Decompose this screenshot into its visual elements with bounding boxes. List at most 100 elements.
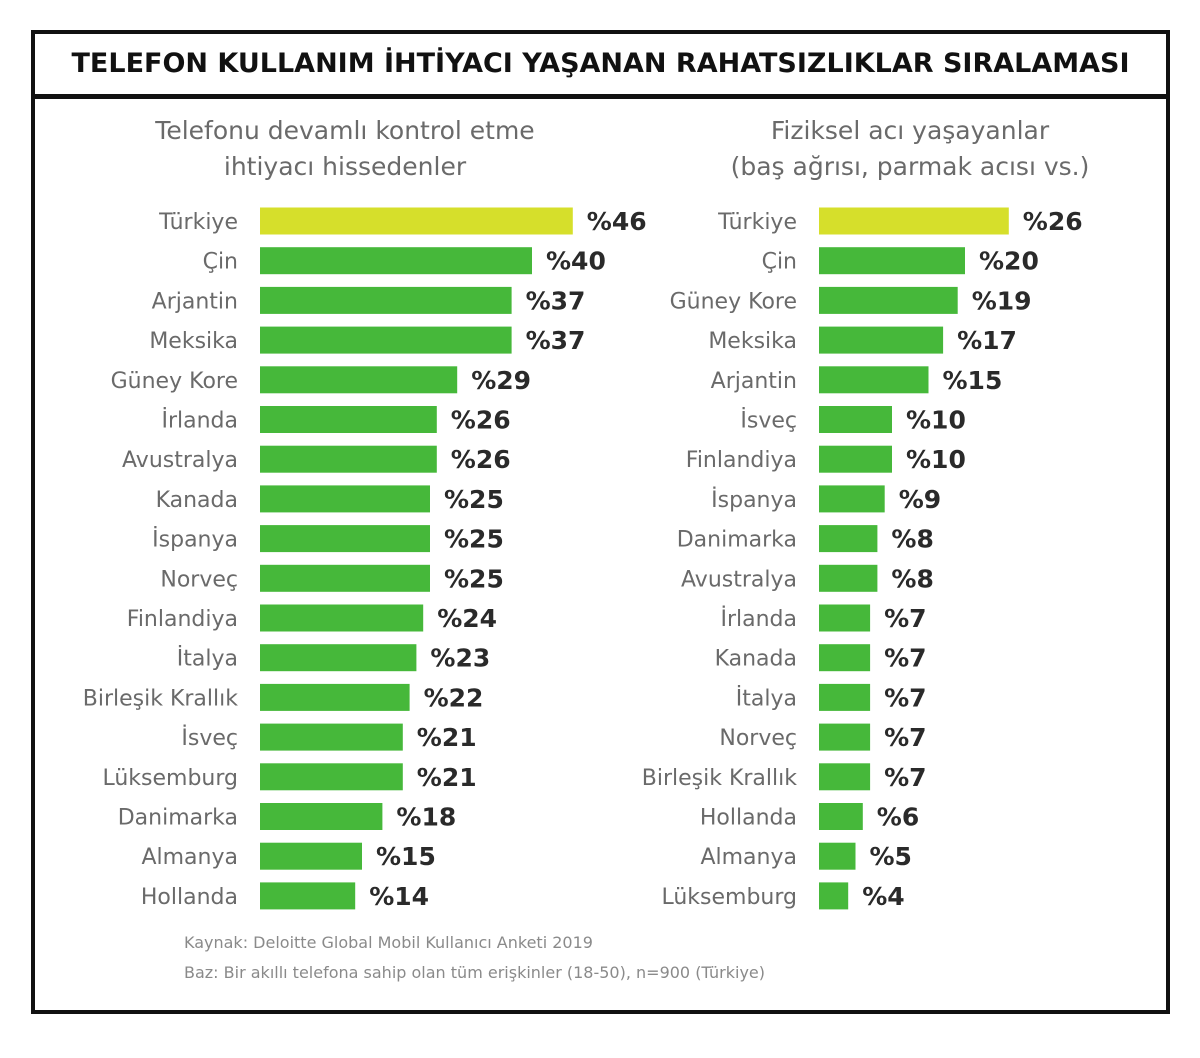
right-bar — [819, 406, 892, 433]
left-panel-title-line1: Telefonu devamlı kontrol etme — [155, 116, 535, 145]
right-value-label: %5 — [870, 842, 912, 871]
left-value-label: %40 — [546, 247, 606, 276]
left-value-label: %37 — [526, 326, 586, 355]
left-value-label: %29 — [471, 366, 531, 395]
chart-frame: TELEFON KULLANIM İHTİYACI YAŞANAN RAHATS… — [31, 30, 1170, 1014]
right-value-label: %7 — [884, 644, 926, 673]
right-bar — [819, 525, 878, 553]
right-category-label: Arjantin — [711, 369, 797, 394]
main-title: TELEFON KULLANIM İHTİYACI YAŞANAN RAHATS… — [71, 48, 1130, 79]
left-bar — [260, 485, 430, 513]
left-value-label: %21 — [417, 763, 477, 792]
left-bar — [260, 286, 512, 314]
right-value-label: %26 — [1023, 207, 1083, 236]
left-category-label: Meksika — [149, 329, 238, 354]
left-category-label: Kanada — [156, 488, 238, 513]
right-value-label: %7 — [884, 683, 926, 712]
left-bar — [260, 644, 417, 672]
right-value-label: %10 — [906, 445, 966, 474]
left-bar — [260, 525, 430, 553]
right-bar — [819, 803, 863, 830]
right-bar — [819, 564, 878, 592]
left-bar — [260, 842, 362, 870]
right-category-label: İsveç — [740, 408, 797, 434]
right-panel-title-line1: Fiziksel acı yaşayanlar — [770, 116, 1050, 145]
right-category-label: İrlanda — [720, 606, 797, 632]
right-bar — [819, 723, 871, 751]
left-bar — [260, 247, 532, 275]
left-bar — [260, 683, 410, 711]
left-panel-title: Telefonu devamlı kontrol etme ihtiyacı h… — [120, 113, 570, 185]
right-bar — [819, 882, 849, 910]
right-category-label: Avustralya — [681, 567, 797, 592]
left-value-label: %24 — [437, 604, 497, 633]
footnote-source: Kaynak: Deloitte Global Mobil Kullanıcı … — [184, 933, 593, 952]
left-bar — [260, 564, 430, 592]
right-category-label: Birleşik Krallık — [642, 766, 797, 791]
right-value-label: %7 — [884, 604, 926, 633]
left-bar — [260, 882, 356, 910]
left-category-label: Arjantin — [152, 289, 238, 314]
right-value-label: %4 — [862, 882, 904, 911]
right-bar — [819, 207, 1009, 235]
left-value-label: %14 — [369, 882, 429, 911]
left-value-label: %25 — [444, 525, 504, 554]
left-category-label: Türkiye — [158, 210, 238, 235]
right-value-label: %15 — [943, 366, 1003, 395]
right-value-label: %8 — [891, 525, 933, 554]
right-bar — [819, 683, 871, 711]
right-bar — [819, 763, 871, 791]
right-category-label: Lüksemburg — [661, 885, 797, 910]
right-bar — [819, 247, 965, 275]
left-value-label: %37 — [526, 286, 586, 315]
left-value-label: %15 — [376, 842, 436, 871]
right-value-label: %6 — [877, 803, 919, 832]
right-category-label: Hollanda — [700, 806, 797, 831]
right-category-label: Çin — [762, 250, 797, 275]
right-bar — [819, 644, 871, 672]
left-category-label: Danimarka — [118, 806, 238, 831]
right-category-label: İtalya — [736, 685, 797, 711]
right-value-label: %17 — [957, 326, 1017, 355]
right-bar — [819, 326, 944, 354]
right-bar — [819, 366, 929, 394]
left-value-label: %21 — [417, 723, 477, 752]
left-bar — [260, 326, 512, 354]
right-value-label: %20 — [979, 247, 1039, 276]
right-category-label: Türkiye — [717, 210, 797, 235]
left-value-label: %22 — [424, 683, 484, 712]
right-category-label: Finlandiya — [686, 448, 797, 473]
left-category-label: Hollanda — [141, 885, 238, 910]
left-category-label: Birleşik Krallık — [83, 686, 238, 711]
left-category-label: Lüksemburg — [102, 766, 238, 791]
left-category-label: İsveç — [181, 725, 238, 751]
left-bar — [260, 406, 437, 433]
right-category-label: Meksika — [708, 329, 797, 354]
right-bar — [819, 286, 958, 314]
right-bar — [819, 604, 871, 632]
right-value-label: %10 — [906, 406, 966, 435]
left-bar — [260, 207, 573, 235]
left-bar — [260, 763, 403, 791]
left-value-label: %26 — [451, 445, 511, 474]
right-category-label: İspanya — [711, 487, 797, 513]
left-value-label: %18 — [396, 803, 456, 832]
left-category-label: İtalya — [177, 646, 238, 672]
left-category-label: Finlandiya — [127, 607, 238, 632]
right-category-label: Almanya — [700, 845, 797, 870]
right-category-label: Güney Kore — [670, 289, 797, 314]
right-bar — [819, 485, 885, 513]
left-bar — [260, 803, 383, 830]
left-bar — [260, 723, 403, 751]
left-category-label: Güney Kore — [111, 369, 238, 394]
footnote-base: Baz: Bir akıllı telefona sahip olan tüm … — [184, 963, 765, 982]
left-value-label: %23 — [430, 644, 490, 673]
left-category-label: Norveç — [160, 567, 238, 592]
right-value-label: %19 — [972, 286, 1032, 315]
right-category-label: Kanada — [715, 647, 797, 672]
right-value-label: %7 — [884, 723, 926, 752]
left-value-label: %25 — [444, 485, 504, 514]
right-category-label: Danimarka — [677, 528, 797, 553]
left-category-label: Çin — [203, 250, 238, 275]
